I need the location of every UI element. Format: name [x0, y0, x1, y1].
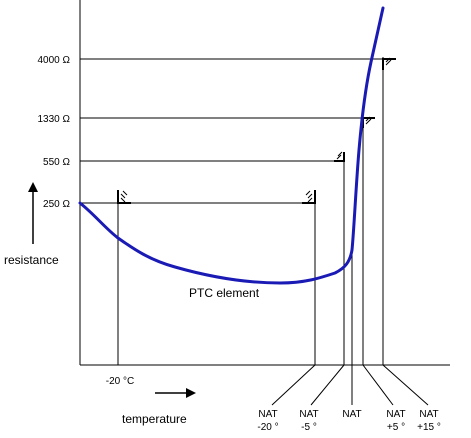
nat-label-minus5: NAT -5 °	[299, 409, 318, 433]
svg-text:-5 °: -5 °	[301, 422, 317, 433]
ptc-curve	[78, 6, 385, 285]
corner-marker-1330	[362, 116, 375, 128]
resistance-arrow	[28, 182, 38, 244]
nat-label-plus15: NAT +15 °	[417, 409, 441, 433]
label-1330: 1330 Ω	[38, 114, 71, 125]
corner-marker-250-right	[302, 190, 316, 204]
svg-text:NAT: NAT	[258, 409, 277, 420]
svg-text:+5 °: +5 °	[387, 422, 405, 433]
svg-text:-20 °: -20 °	[257, 422, 278, 433]
svg-text:NAT: NAT	[419, 409, 438, 420]
y-axis-label: resistance	[4, 253, 59, 267]
svg-text:NAT: NAT	[386, 409, 405, 420]
label-4000: 4000 Ω	[38, 55, 71, 66]
svg-text:NAT: NAT	[299, 409, 318, 420]
leader-nat-plus15	[382, 364, 429, 406]
svg-text:NAT: NAT	[342, 409, 361, 420]
temperature-arrow	[155, 388, 196, 398]
leader-nat-minus5	[310, 364, 345, 406]
nat-label-plain: NAT	[342, 409, 361, 420]
label-550: 550 Ω	[43, 157, 70, 168]
curve-label: PTC element	[189, 286, 260, 300]
x-axis-label: temperature	[122, 412, 187, 426]
leader-nat-minus20	[271, 364, 316, 406]
nat-label-minus20: NAT -20 °	[257, 409, 278, 433]
corner-marker-250-left	[117, 190, 131, 204]
nat-label-plus5: NAT +5 °	[386, 409, 405, 433]
label-250: 250 Ω	[43, 199, 70, 210]
svg-text:+15 °: +15 °	[417, 422, 441, 433]
temp-start-label: -20 °C	[106, 376, 134, 387]
leader-nat-plus5	[362, 364, 394, 406]
corner-marker-550	[334, 151, 345, 162]
corner-marker-4000	[382, 57, 396, 70]
